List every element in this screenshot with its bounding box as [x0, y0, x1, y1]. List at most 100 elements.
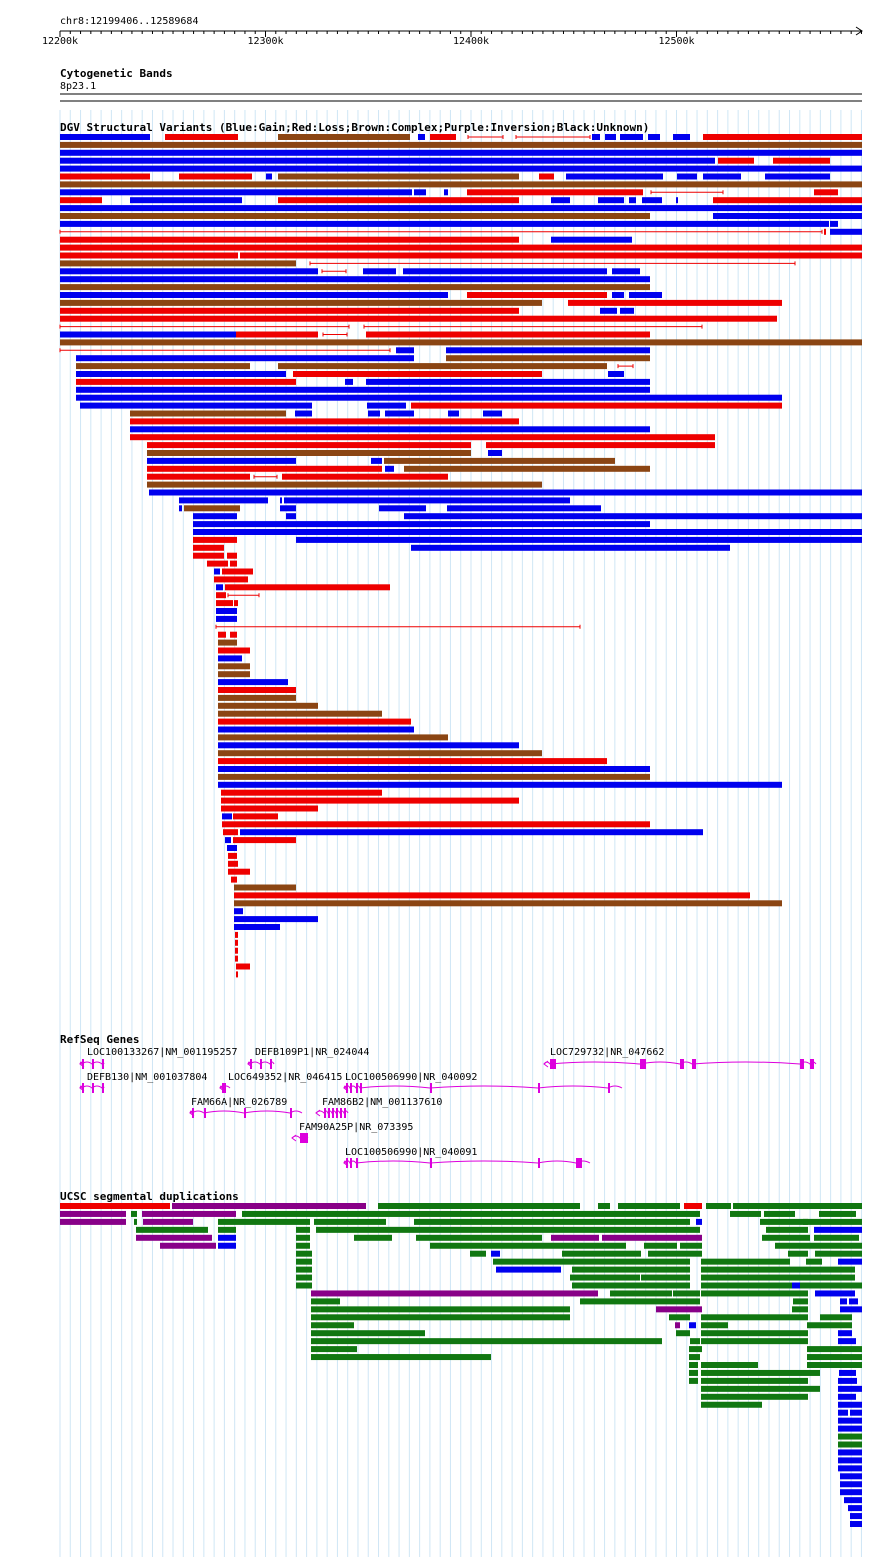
segdup-green[interactable]	[689, 1354, 700, 1361]
dgv-variant-gain[interactable]	[444, 189, 448, 196]
segdup-blue[interactable]	[814, 1226, 862, 1233]
dgv-variant-gain[interactable]	[280, 497, 282, 504]
dgv-variant-loss[interactable]	[236, 331, 318, 338]
segdup-green[interactable]	[131, 1210, 137, 1217]
dgv-variant-complex[interactable]	[76, 363, 250, 370]
dgv-variant-gain[interactable]	[600, 307, 617, 314]
dgv-variant-gain[interactable]	[76, 386, 650, 393]
dgv-variant-loss[interactable]	[193, 552, 224, 559]
dgv-variant-complex[interactable]	[147, 450, 471, 456]
dgv-variant-loss[interactable]	[230, 631, 237, 638]
dgv-variant-gain[interactable]	[225, 837, 231, 844]
dgv-variant-gain[interactable]	[608, 371, 624, 377]
segdup-green[interactable]	[134, 1218, 137, 1225]
dgv-variant-loss[interactable]	[216, 592, 226, 599]
segdup-green[interactable]	[701, 1362, 758, 1368]
segdup-green[interactable]	[762, 1234, 810, 1241]
dgv-variant-gain[interactable]	[218, 655, 242, 662]
segdup-blue[interactable]	[689, 1322, 696, 1329]
dgv-variant-loss[interactable]	[60, 236, 519, 243]
refseq-gene-model[interactable]	[543, 1059, 817, 1069]
segdup-green[interactable]	[311, 1314, 570, 1321]
dgv-variant-complex[interactable]	[60, 339, 862, 346]
dgv-variant-gain[interactable]	[266, 173, 272, 180]
dgv-variant-gain[interactable]	[280, 505, 296, 512]
segdup-blue[interactable]	[838, 1338, 856, 1345]
dgv-variant-gain[interactable]	[379, 505, 426, 512]
refseq-gene-model[interactable]	[247, 1059, 275, 1069]
segdup-blue[interactable]	[838, 1425, 862, 1432]
dgv-variant-gain[interactable]	[598, 197, 624, 204]
segdup-purple[interactable]	[136, 1234, 212, 1241]
dgv-variant-loss[interactable]	[231, 876, 237, 883]
dgv-variant-loss[interactable]	[60, 252, 238, 259]
dgv-variant-complex[interactable]	[130, 410, 286, 417]
dgv-variant-loss[interactable]	[236, 971, 238, 978]
segdup-green[interactable]	[316, 1226, 700, 1233]
dgv-variant-gain[interactable]	[76, 394, 782, 401]
dgv-variant-gain[interactable]	[765, 173, 796, 180]
segdup-green[interactable]	[701, 1401, 762, 1408]
dgv-variant-loss[interactable]	[713, 197, 862, 204]
dgv-variant-loss[interactable]	[293, 371, 542, 377]
refseq-gene-model[interactable]	[79, 1059, 105, 1069]
segdup-green[interactable]	[820, 1314, 852, 1321]
dgv-variant-loss[interactable]	[230, 560, 237, 567]
refseq-gene-model[interactable]	[343, 1158, 591, 1168]
segdup-green[interactable]	[701, 1369, 820, 1376]
dgv-variant-gain[interactable]	[193, 529, 862, 535]
dgv-variant-gain[interactable]	[796, 173, 830, 180]
segdup-purple[interactable]	[142, 1210, 236, 1217]
segdup-green[interactable]	[689, 1362, 698, 1368]
dgv-variant-gain[interactable]	[60, 205, 862, 212]
dgv-variant-loss[interactable]	[282, 473, 448, 480]
dgv-variant-gain[interactable]	[566, 173, 663, 180]
dgv-variant-gain[interactable]	[385, 410, 414, 417]
dgv-variant-gain[interactable]	[446, 347, 650, 354]
segdup-green[interactable]	[572, 1282, 690, 1289]
segdup-blue[interactable]	[838, 1409, 848, 1416]
segdup-green[interactable]	[296, 1234, 310, 1241]
segdup-green[interactable]	[598, 1203, 610, 1209]
segdup-blue[interactable]	[840, 1298, 847, 1305]
segdup-green[interactable]	[701, 1258, 790, 1265]
dgv-variant-gain[interactable]	[218, 679, 288, 686]
dgv-variant-gain[interactable]	[218, 766, 650, 772]
dgv-variant-loss[interactable]	[234, 892, 750, 899]
dgv-variant-gain[interactable]	[295, 410, 312, 417]
dgv-variant-gain[interactable]	[234, 924, 280, 930]
segdup-green[interactable]	[808, 1385, 820, 1392]
dgv-variant-complex[interactable]	[60, 260, 296, 267]
dgv-variant-loss[interactable]	[467, 189, 643, 196]
dgv-variant-gain[interactable]	[592, 134, 600, 140]
segdup-track[interactable]	[60, 1203, 862, 1527]
dgv-variant-complex[interactable]	[218, 694, 296, 701]
dgv-variant-complex[interactable]	[218, 702, 318, 709]
dgv-variant-loss[interactable]	[218, 647, 250, 654]
segdup-green[interactable]	[430, 1242, 626, 1249]
segdup-green[interactable]	[764, 1210, 795, 1217]
dgv-variant-gain[interactable]	[418, 134, 425, 140]
segdup-green[interactable]	[314, 1218, 386, 1225]
dgv-variant-complex[interactable]	[60, 213, 650, 219]
dgv-variant-loss[interactable]	[486, 442, 715, 449]
dgv-variant-loss[interactable]	[228, 860, 238, 867]
dgv-variant-loss[interactable]	[235, 947, 238, 954]
dgv-variant-gain[interactable]	[60, 189, 412, 196]
dgv-variant-gain[interactable]	[130, 426, 650, 433]
dgv-variant-complex[interactable]	[446, 355, 650, 362]
dgv-variant-gain[interactable]	[222, 813, 232, 820]
dgv-variant-loss[interactable]	[165, 134, 238, 140]
segdup-blue[interactable]	[848, 1505, 862, 1512]
dgv-variant-gain[interactable]	[60, 157, 715, 164]
segdup-purple[interactable]	[60, 1218, 126, 1225]
segdup-green[interactable]	[807, 1362, 862, 1368]
dgv-variant-gain[interactable]	[629, 292, 662, 298]
segdup-purple[interactable]	[143, 1218, 193, 1225]
dgv-variant-gain[interactable]	[620, 307, 634, 314]
dgv-variant-complex[interactable]	[60, 299, 542, 306]
dgv-variant-loss[interactable]	[568, 299, 782, 306]
segdup-green[interactable]	[689, 1369, 698, 1376]
dgv-variant-gain[interactable]	[403, 268, 607, 275]
dgv-variant-loss[interactable]	[236, 963, 250, 970]
